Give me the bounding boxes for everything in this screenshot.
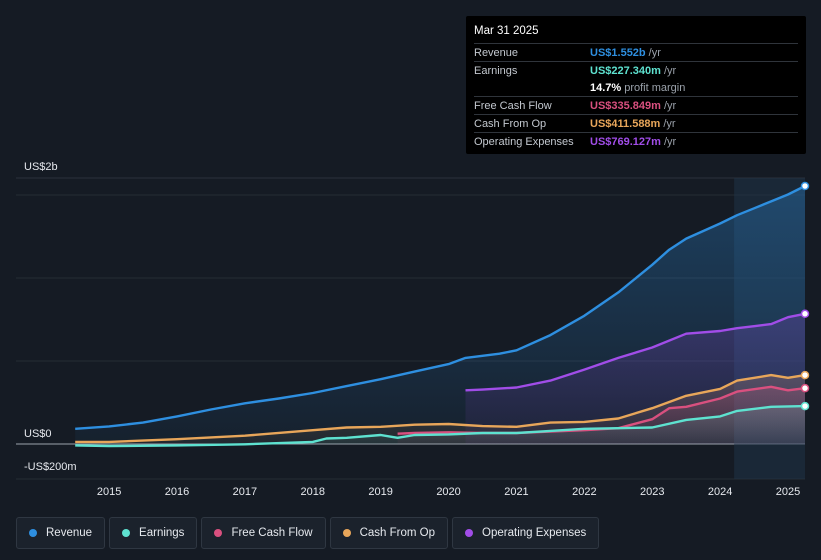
x-tick-label: 2016 bbox=[165, 486, 189, 498]
legend-dot-icon bbox=[465, 529, 474, 537]
legend-label: Earnings bbox=[139, 527, 185, 539]
legend-label: Revenue bbox=[46, 527, 93, 539]
legend-dot-icon bbox=[342, 529, 351, 537]
x-tick-label: 2019 bbox=[368, 486, 392, 498]
tooltip-rows: Revenue US$1.552b/yr Earnings US$227.340m/y… bbox=[474, 43, 798, 150]
y-tick-label: -US$200m bbox=[24, 461, 77, 473]
x-tick-label: 2017 bbox=[233, 486, 257, 498]
legend-item-revenue[interactable]: Revenue bbox=[16, 517, 106, 549]
operating-expenses-line bbox=[465, 312, 806, 392]
tooltip-row-unit: /yr bbox=[663, 117, 676, 130]
chart-legend: Revenue Earnings Free Cash Flow Cash From O… bbox=[16, 517, 600, 549]
y-axis-labels: US$2b US$0 -US$200m bbox=[24, 161, 77, 473]
tooltip-row-unit: /yr bbox=[663, 135, 677, 148]
series-endpoints bbox=[800, 181, 810, 411]
x-tick-label: 2023 bbox=[640, 486, 664, 498]
earnings-endpoint[interactable] bbox=[800, 401, 810, 411]
x-tick-label: 2021 bbox=[504, 486, 528, 498]
tooltip-row: 14.7% profit margin bbox=[474, 79, 798, 96]
revenue-endpoint[interactable] bbox=[800, 181, 810, 191]
tooltip-row-value: US$411.588m bbox=[590, 117, 661, 130]
revenue-line bbox=[75, 184, 806, 430]
tooltip-row: Earnings US$227.340m/yr bbox=[474, 61, 798, 79]
tooltip-date: Mar 31 2025 bbox=[474, 25, 539, 37]
legend-item-operating-expenses[interactable]: Operating Expenses bbox=[452, 517, 600, 549]
tooltip-row: Cash From Op US$411.588m/yr bbox=[474, 114, 798, 132]
tooltip-row-unit: /yr bbox=[663, 64, 677, 77]
earnings-line bbox=[75, 404, 806, 448]
tooltip-row-label: Cash From Op bbox=[474, 117, 547, 130]
tooltip-row-label: Operating Expenses bbox=[474, 135, 574, 148]
tooltip-row-value: 14.7% bbox=[590, 81, 622, 94]
x-axis-labels: 2015 2016 2017 2018 2019 2020 2021 2022 2023 2024… bbox=[97, 486, 800, 498]
tooltip-row-unit: profit margin bbox=[624, 81, 686, 94]
x-tick-label: 2015 bbox=[97, 486, 121, 498]
tooltip-row: Operating Expenses US$769.127m/yr bbox=[474, 132, 798, 150]
y-tick-label: US$2b bbox=[24, 161, 58, 173]
tooltip-row-unit: /yr bbox=[648, 46, 661, 59]
series-areas bbox=[75, 186, 805, 447]
legend-dot-icon bbox=[122, 529, 131, 537]
legend-label: Operating Expenses bbox=[482, 527, 587, 539]
operating-expenses-area bbox=[465, 313, 805, 444]
series-lines bbox=[75, 184, 806, 448]
cash-from-op-endpoint[interactable] bbox=[800, 370, 810, 380]
x-tick-label: 2020 bbox=[436, 486, 460, 498]
data-tooltip: Mar 31 2025 Revenue US$1.552b/yr Earnings U… bbox=[466, 16, 806, 154]
tooltip-row-label: Revenue bbox=[474, 46, 519, 59]
legend-dot-icon bbox=[29, 529, 37, 537]
tooltip-row-value: US$335.849m bbox=[590, 99, 661, 112]
tooltip-row: Revenue US$1.552b/yr bbox=[474, 43, 798, 61]
x-tick-label: 2024 bbox=[708, 486, 732, 498]
tooltip-row-label: Free Cash Flow bbox=[474, 99, 552, 112]
legend-label: Free Cash Flow bbox=[231, 527, 313, 539]
x-tick-label: 2018 bbox=[301, 486, 325, 498]
operating-expenses-endpoint[interactable] bbox=[800, 309, 810, 319]
tooltip-row-value: US$769.127m bbox=[590, 135, 661, 148]
legend-item-free-cash-flow[interactable]: Free Cash Flow bbox=[201, 517, 326, 549]
free-cash-flow-endpoint[interactable] bbox=[800, 383, 810, 393]
legend-label: Cash From Op bbox=[359, 527, 436, 539]
tooltip-row-value: US$1.552b bbox=[590, 46, 646, 59]
y-tick-label: US$0 bbox=[24, 428, 52, 440]
legend-dot-icon bbox=[214, 529, 223, 537]
cash-from-op-line bbox=[75, 373, 806, 444]
tooltip-row-label: Earnings bbox=[474, 64, 518, 77]
x-tick-label: 2022 bbox=[572, 486, 596, 498]
tooltip-row: Free Cash Flow US$335.849m/yr bbox=[474, 96, 798, 114]
legend-item-cash-from-op[interactable]: Cash From Op bbox=[329, 517, 449, 549]
tooltip-row-unit: /yr bbox=[663, 99, 677, 112]
x-tick-label: 2025 bbox=[776, 486, 800, 498]
tooltip-row-value: US$227.340m bbox=[590, 64, 661, 77]
legend-item-earnings[interactable]: Earnings bbox=[109, 517, 198, 549]
